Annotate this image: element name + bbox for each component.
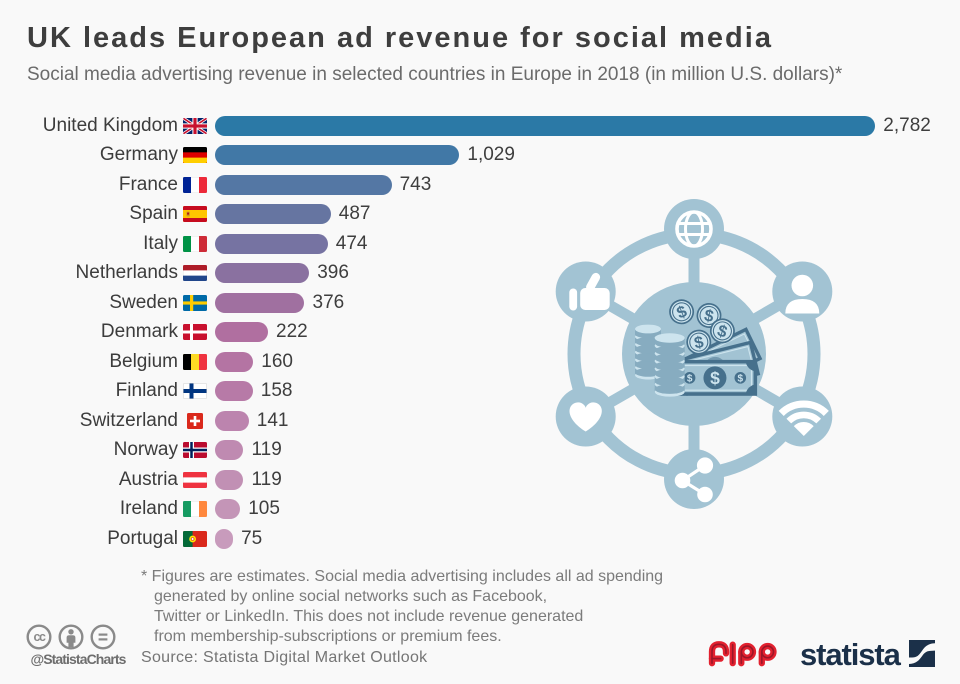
svg-text:statista: statista <box>800 637 902 669</box>
svg-text:cc: cc <box>34 630 46 644</box>
svg-text:$: $ <box>687 373 693 384</box>
svg-text:$: $ <box>738 373 744 384</box>
svg-text:$: $ <box>693 333 705 352</box>
svg-text:$: $ <box>710 368 720 388</box>
svg-text:$: $ <box>703 307 715 326</box>
